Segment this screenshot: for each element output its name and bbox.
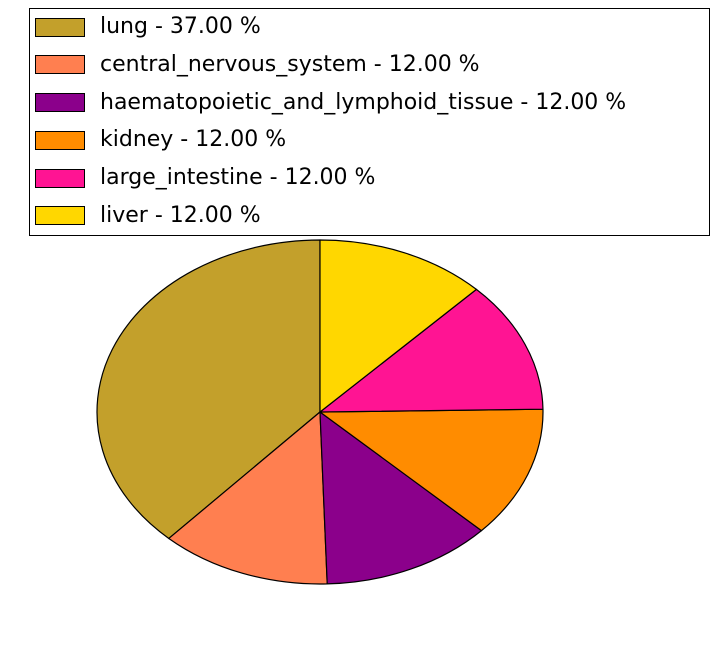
legend-label: large_intestine - 12.00 % <box>100 165 376 191</box>
legend-swatch <box>35 93 85 113</box>
pie-slices <box>96 239 544 585</box>
legend-label: central_nervous_system - 12.00 % <box>100 51 480 77</box>
legend-item: liver - 12.00 % <box>30 203 709 229</box>
legend-swatch <box>35 130 85 150</box>
pie-slice-central_nervous_system <box>168 411 328 585</box>
pie-slice-haematopoietic_and_lymphoid_tissue <box>319 411 483 585</box>
legend-label: kidney - 12.00 % <box>100 127 287 153</box>
legend-label: lung - 37.00 % <box>100 14 261 39</box>
legend-item: lung - 37.00 % <box>30 14 709 40</box>
legend-swatch <box>35 17 85 37</box>
pie-slice-lung <box>96 239 321 540</box>
legend-item: central_nervous_system - 12.00 % <box>30 52 709 78</box>
pie-slice-kidney <box>319 408 544 532</box>
legend-swatch <box>35 55 85 75</box>
legend-swatch <box>35 206 85 226</box>
legend-swatch <box>35 168 85 188</box>
pie-slice-large_intestine <box>319 288 544 413</box>
legend-item: large_intestine - 12.00 % <box>30 165 709 191</box>
legend: lung - 37.00 % central_nervous_system - … <box>29 8 710 236</box>
legend-label: haematopoietic_and_lymphoid_tissue - 12.… <box>100 89 627 115</box>
pie-slice-liver <box>319 239 477 413</box>
legend-label: liver - 12.00 % <box>100 202 261 228</box>
legend-item: haematopoietic_and_lymphoid_tissue - 12.… <box>30 90 709 116</box>
legend-item: kidney - 12.00 % <box>30 127 709 153</box>
